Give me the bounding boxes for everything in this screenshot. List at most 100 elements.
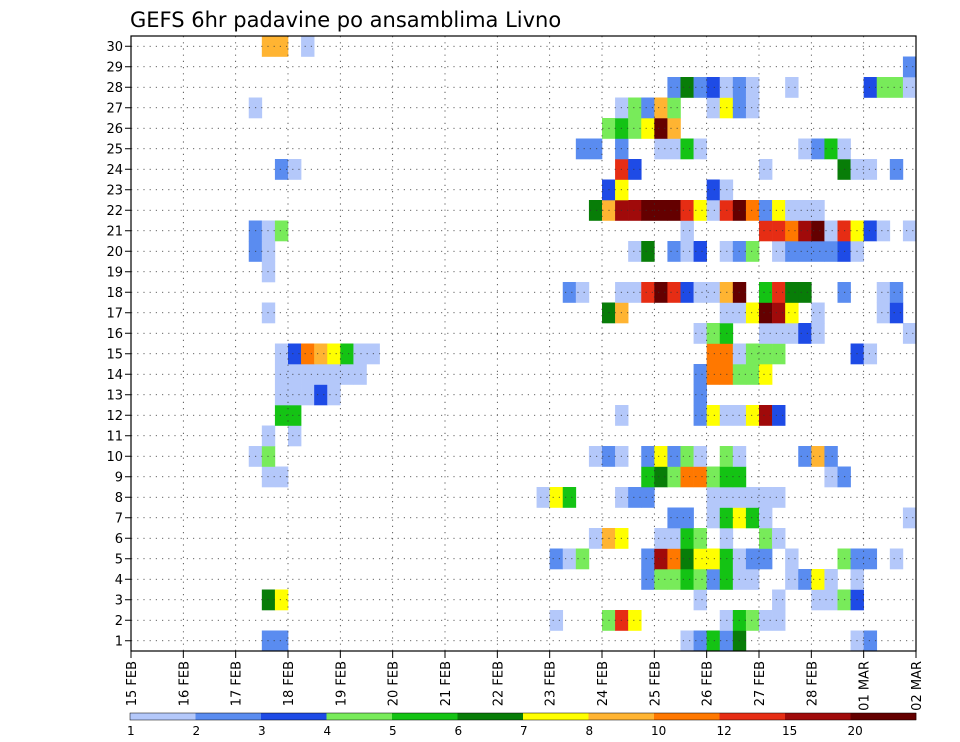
heatmap-cell [785,77,799,98]
colorbar-swatch [195,713,262,720]
colorbar: 1 2 3 4 5 6 7 8 10 12 15 20 [127,712,917,738]
heatmap-cell [824,589,838,611]
heatmap-cell [745,548,760,570]
heatmap-cell [759,282,773,303]
heatmap-cell [667,97,681,119]
heatmap-cell [745,569,760,590]
heatmap-cell [680,220,694,242]
heatmap-cell [327,384,341,406]
y-tick-label: 9 [115,470,123,485]
heatmap-cell [772,241,786,262]
heatmap-cell [667,118,681,139]
colorbar-swatch [392,713,458,720]
x-tick-label: 23 FEB [544,661,559,706]
heatmap-cell [274,364,289,385]
heatmap-cell [706,548,721,570]
heatmap-cell [889,159,904,180]
heatmap-cell [706,487,721,508]
heatmap-cell [288,364,302,385]
heatmap-cell [693,282,707,303]
y-tick-label: 1 [115,634,123,649]
y-tick-label: 20 [106,245,123,260]
heatmap-cell [288,405,302,426]
y-tick-label: 13 [106,388,123,403]
colorbar-label: 15 [782,724,797,738]
heatmap-cell [628,241,642,262]
heatmap-cell [654,466,668,488]
x-tick-label: 21 FEB [439,661,454,706]
heatmap-cell [759,200,773,221]
heatmap-cell [772,220,786,242]
heatmap-cell [628,200,642,221]
heatmap-cell [641,200,655,221]
colorbar-label: 1 [127,724,135,738]
heatmap-cell [706,200,721,221]
heatmap-cells [248,36,917,652]
heatmap-cell [759,528,773,549]
heatmap-cell [667,282,681,303]
heatmap-cell [759,323,773,344]
y-axis: 1234567891011121314151617181920212223242… [106,40,131,649]
heatmap-cell [745,200,760,221]
heatmap-cell [654,97,668,119]
heatmap-cell [562,282,577,303]
heatmap-cell [641,241,655,262]
x-tick-label: 17 FEB [230,661,245,706]
heatmap-cell [706,405,721,426]
colorbar-swatch [523,713,589,720]
heatmap-cell [549,487,564,508]
heatmap-cell [706,323,721,344]
heatmap-cell [314,343,328,365]
heatmap-cell [745,507,760,529]
y-tick-label: 15 [106,347,123,362]
heatmap-cell [772,589,786,611]
heatmap-cell [863,159,878,180]
heatmap-cell [588,200,603,221]
heatmap-cell [772,200,786,221]
heatmap-cell [654,446,668,467]
heatmap-cell [863,548,878,570]
heatmap-cell [654,200,668,221]
plot-frame [130,35,917,652]
heatmap-cell [785,302,799,324]
heatmap-cell [785,220,799,242]
colorbar-label: 20 [848,724,863,738]
colorbar-label: 2 [193,724,201,738]
heatmap-cell [667,446,681,467]
heatmap-cell [785,323,799,344]
heatmap-cell [706,282,721,303]
heatmap-cell [745,77,760,98]
heatmap-cell [706,364,721,385]
x-tick-label: 25 FEB [648,661,663,706]
y-tick-label: 10 [106,450,123,465]
heatmap-cell [667,466,681,488]
heatmap-cell [824,220,838,242]
x-tick-label: 19 FEB [334,661,349,706]
y-tick-label: 18 [106,286,123,301]
colorbar-label: 6 [455,724,463,738]
heatmap-cell [745,610,760,631]
colorbar-label: 10 [651,724,666,738]
heatmap-cell [824,241,838,262]
heatmap-cell [575,138,590,160]
heatmap-cell [693,364,707,385]
y-tick-label: 26 [106,122,123,137]
y-tick-label: 30 [106,40,123,55]
y-tick-label: 29 [106,60,123,75]
heatmap-cell [680,241,694,262]
heatmap-cell [274,384,289,406]
heatmap-cell [745,405,760,426]
heatmap-cell [811,446,825,467]
heatmap-cell [863,220,878,242]
heatmap-cell [667,241,681,262]
heatmap-cell [811,323,825,344]
heatmap-cell [759,159,773,180]
heatmap-cell [759,302,773,324]
y-tick-label: 2 [115,614,123,629]
heatmap-cell [889,77,904,98]
heatmap-cell [772,302,786,324]
heatmap-cell [798,446,812,467]
heatmap-cell [641,548,655,570]
heatmap-cell [798,323,812,344]
heatmap-cell [889,282,904,303]
